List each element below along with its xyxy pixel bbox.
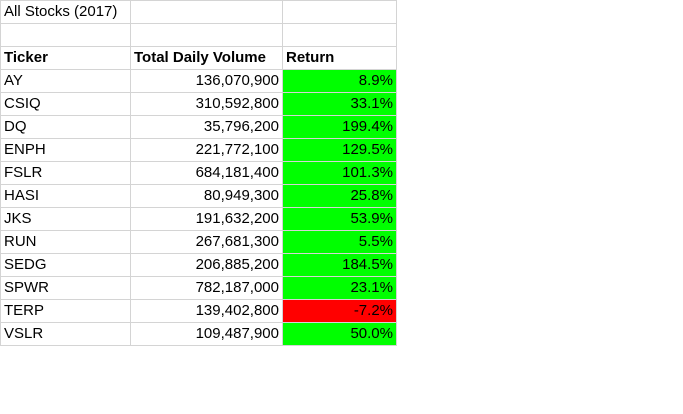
return-cell[interactable]: -7.2% <box>282 299 397 323</box>
volume-cell[interactable]: 310,592,800 <box>130 92 283 116</box>
volume-cell[interactable]: 221,772,100 <box>130 138 283 162</box>
empty-cell[interactable] <box>282 0 397 24</box>
return-cell[interactable]: 199.4% <box>282 115 397 139</box>
return-cell[interactable]: 33.1% <box>282 92 397 116</box>
ticker-cell[interactable]: TERP <box>0 299 131 323</box>
title-row: All Stocks (2017) <box>0 0 397 24</box>
volume-cell[interactable]: 206,885,200 <box>130 253 283 277</box>
volume-cell[interactable]: 191,632,200 <box>130 207 283 231</box>
volume-cell[interactable]: 139,402,800 <box>130 299 283 323</box>
table-row: RUN 267,681,300 5.5% <box>0 230 397 254</box>
stock-table: All Stocks (2017) Ticker Total Daily Vol… <box>0 0 397 346</box>
header-ticker[interactable]: Ticker <box>0 46 131 70</box>
header-return[interactable]: Return <box>282 46 397 70</box>
return-cell[interactable]: 5.5% <box>282 230 397 254</box>
return-cell[interactable]: 53.9% <box>282 207 397 231</box>
ticker-cell[interactable]: DQ <box>0 115 131 139</box>
ticker-cell[interactable]: JKS <box>0 207 131 231</box>
return-cell[interactable]: 101.3% <box>282 161 397 185</box>
title-cell[interactable]: All Stocks (2017) <box>0 0 131 24</box>
return-cell[interactable]: 8.9% <box>282 69 397 93</box>
empty-cell[interactable] <box>282 23 397 47</box>
volume-cell[interactable]: 109,487,900 <box>130 322 283 346</box>
table-row: SEDG 206,885,200 184.5% <box>0 253 397 277</box>
ticker-cell[interactable]: RUN <box>0 230 131 254</box>
table-row: VSLR 109,487,900 50.0% <box>0 322 397 346</box>
table-row: JKS 191,632,200 53.9% <box>0 207 397 231</box>
ticker-cell[interactable]: SPWR <box>0 276 131 300</box>
ticker-cell[interactable]: CSIQ <box>0 92 131 116</box>
header-row: Ticker Total Daily Volume Return <box>0 46 397 70</box>
ticker-cell[interactable]: AY <box>0 69 131 93</box>
table-row: TERP 139,402,800 -7.2% <box>0 299 397 323</box>
ticker-cell[interactable]: SEDG <box>0 253 131 277</box>
volume-cell[interactable]: 80,949,300 <box>130 184 283 208</box>
blank-row <box>0 23 397 47</box>
return-cell[interactable]: 50.0% <box>282 322 397 346</box>
table-row: CSIQ 310,592,800 33.1% <box>0 92 397 116</box>
volume-cell[interactable]: 684,181,400 <box>130 161 283 185</box>
volume-cell[interactable]: 782,187,000 <box>130 276 283 300</box>
empty-cell[interactable] <box>130 23 283 47</box>
return-cell[interactable]: 184.5% <box>282 253 397 277</box>
header-volume[interactable]: Total Daily Volume <box>130 46 283 70</box>
return-cell[interactable]: 25.8% <box>282 184 397 208</box>
empty-cell[interactable] <box>0 23 131 47</box>
volume-cell[interactable]: 35,796,200 <box>130 115 283 139</box>
ticker-cell[interactable]: HASI <box>0 184 131 208</box>
table-row: AY 136,070,900 8.9% <box>0 69 397 93</box>
return-cell[interactable]: 23.1% <box>282 276 397 300</box>
ticker-cell[interactable]: FSLR <box>0 161 131 185</box>
table-row: HASI 80,949,300 25.8% <box>0 184 397 208</box>
empty-cell[interactable] <box>130 0 283 24</box>
return-cell[interactable]: 129.5% <box>282 138 397 162</box>
table-row: FSLR 684,181,400 101.3% <box>0 161 397 185</box>
ticker-cell[interactable]: ENPH <box>0 138 131 162</box>
volume-cell[interactable]: 136,070,900 <box>130 69 283 93</box>
ticker-cell[interactable]: VSLR <box>0 322 131 346</box>
table-row: SPWR 782,187,000 23.1% <box>0 276 397 300</box>
table-row: DQ 35,796,200 199.4% <box>0 115 397 139</box>
volume-cell[interactable]: 267,681,300 <box>130 230 283 254</box>
table-row: ENPH 221,772,100 129.5% <box>0 138 397 162</box>
